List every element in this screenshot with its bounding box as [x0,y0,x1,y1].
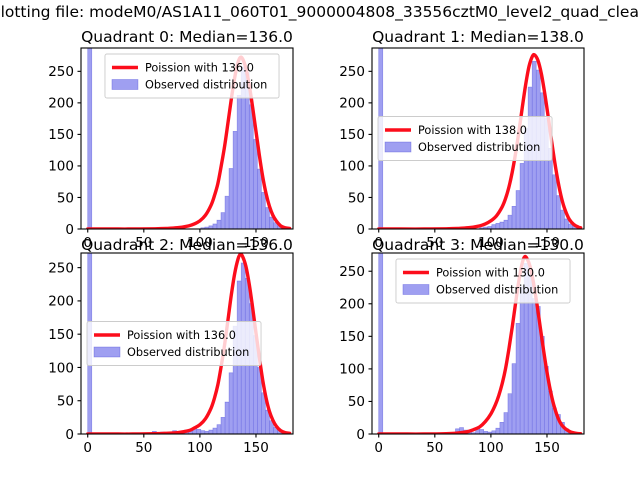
legend[interactable]: Poission with 136.0 Observed distribution [104,53,280,99]
x-tick-label: 0 [83,440,92,456]
poisson-fit-line [377,52,583,229]
legend[interactable]: Poission with 130.0 Observed distribution [395,258,571,304]
legend-entry-poisson-fit: Poission with 136.0 [145,62,254,75]
x-tick-label: 50 [135,235,152,251]
legend-background [104,53,280,99]
x-tick-label: 50 [426,235,443,251]
y-tick-label: 0 [356,222,365,238]
y-tick-label: 250 [339,64,365,80]
x-tick-label: 100 [187,235,213,251]
y-tick-label: 100 [48,159,74,175]
y-tick-label: 200 [48,294,74,310]
legend-background [377,116,553,161]
y-tick-label: 150 [48,327,74,343]
legend-patch-swatch [402,284,430,295]
y-tick-label: 200 [339,96,365,112]
x-tick-label: 150 [243,235,269,251]
legend-entry-poisson-fit: Poission with 136.0 [127,329,236,342]
axes-spines [80,252,294,435]
x-tick-label: 100 [187,440,213,456]
legend[interactable]: Poission with 138.0 Observed distribution [377,116,553,161]
legend-entry-poisson-fit: Poission with 130.0 [436,267,545,280]
x-tick-label: 0 [374,235,383,251]
y-tick-label: 50 [57,190,74,206]
y-tick-label: 100 [339,362,365,378]
y-tick-label: 50 [348,394,365,410]
y-tick-label: 100 [339,159,365,175]
y-tick-label: 250 [48,260,74,276]
legend-patch-swatch [111,79,139,90]
figure-suptitle: Plotting file: modeM0/AS1A11_060T01_9000… [0,3,640,21]
y-tick-label: 200 [48,96,74,112]
x-tick-label: 150 [534,235,560,251]
legend[interactable]: Poission with 136.0 Observed distribution [86,321,262,366]
y-tick-label: 0 [65,427,74,443]
legend-background [86,321,262,366]
x-tick-label: 0 [374,440,383,456]
y-tick-label: 150 [339,329,365,345]
y-tick-label: 250 [48,64,74,80]
legend-patch-swatch [93,346,121,358]
x-tick-label: 100 [478,235,504,251]
legend-patch-swatch [384,141,412,153]
x-tick-label: 50 [426,440,443,456]
y-tick-label: 0 [356,427,365,443]
axes-spines [371,47,585,230]
x-tick-label: 150 [243,440,269,456]
legend-entry-observed: Observed distribution [418,141,540,154]
poisson-fit-line [86,253,292,434]
y-tick-label: 150 [48,127,74,143]
y-tick-label: 0 [65,222,74,238]
legend-entry-observed: Observed distribution [436,284,558,297]
x-tick-label: 150 [534,440,560,456]
legend-background [395,258,571,304]
y-tick-label: 200 [339,297,365,313]
legend-entry-poisson-fit: Poission with 138.0 [418,124,527,137]
y-tick-label: 250 [339,264,365,280]
legend-entry-observed: Observed distribution [145,79,267,92]
axes-spines [80,47,294,230]
y-tick-label: 150 [339,127,365,143]
axes-spines [371,252,585,435]
x-tick-label: 0 [83,235,92,251]
x-tick-label: 100 [478,440,504,456]
y-tick-label: 50 [348,190,365,206]
legend-entry-observed: Observed distribution [127,346,249,359]
x-tick-label: 50 [135,440,152,456]
y-tick-label: 100 [48,360,74,376]
y-tick-label: 50 [57,394,74,410]
